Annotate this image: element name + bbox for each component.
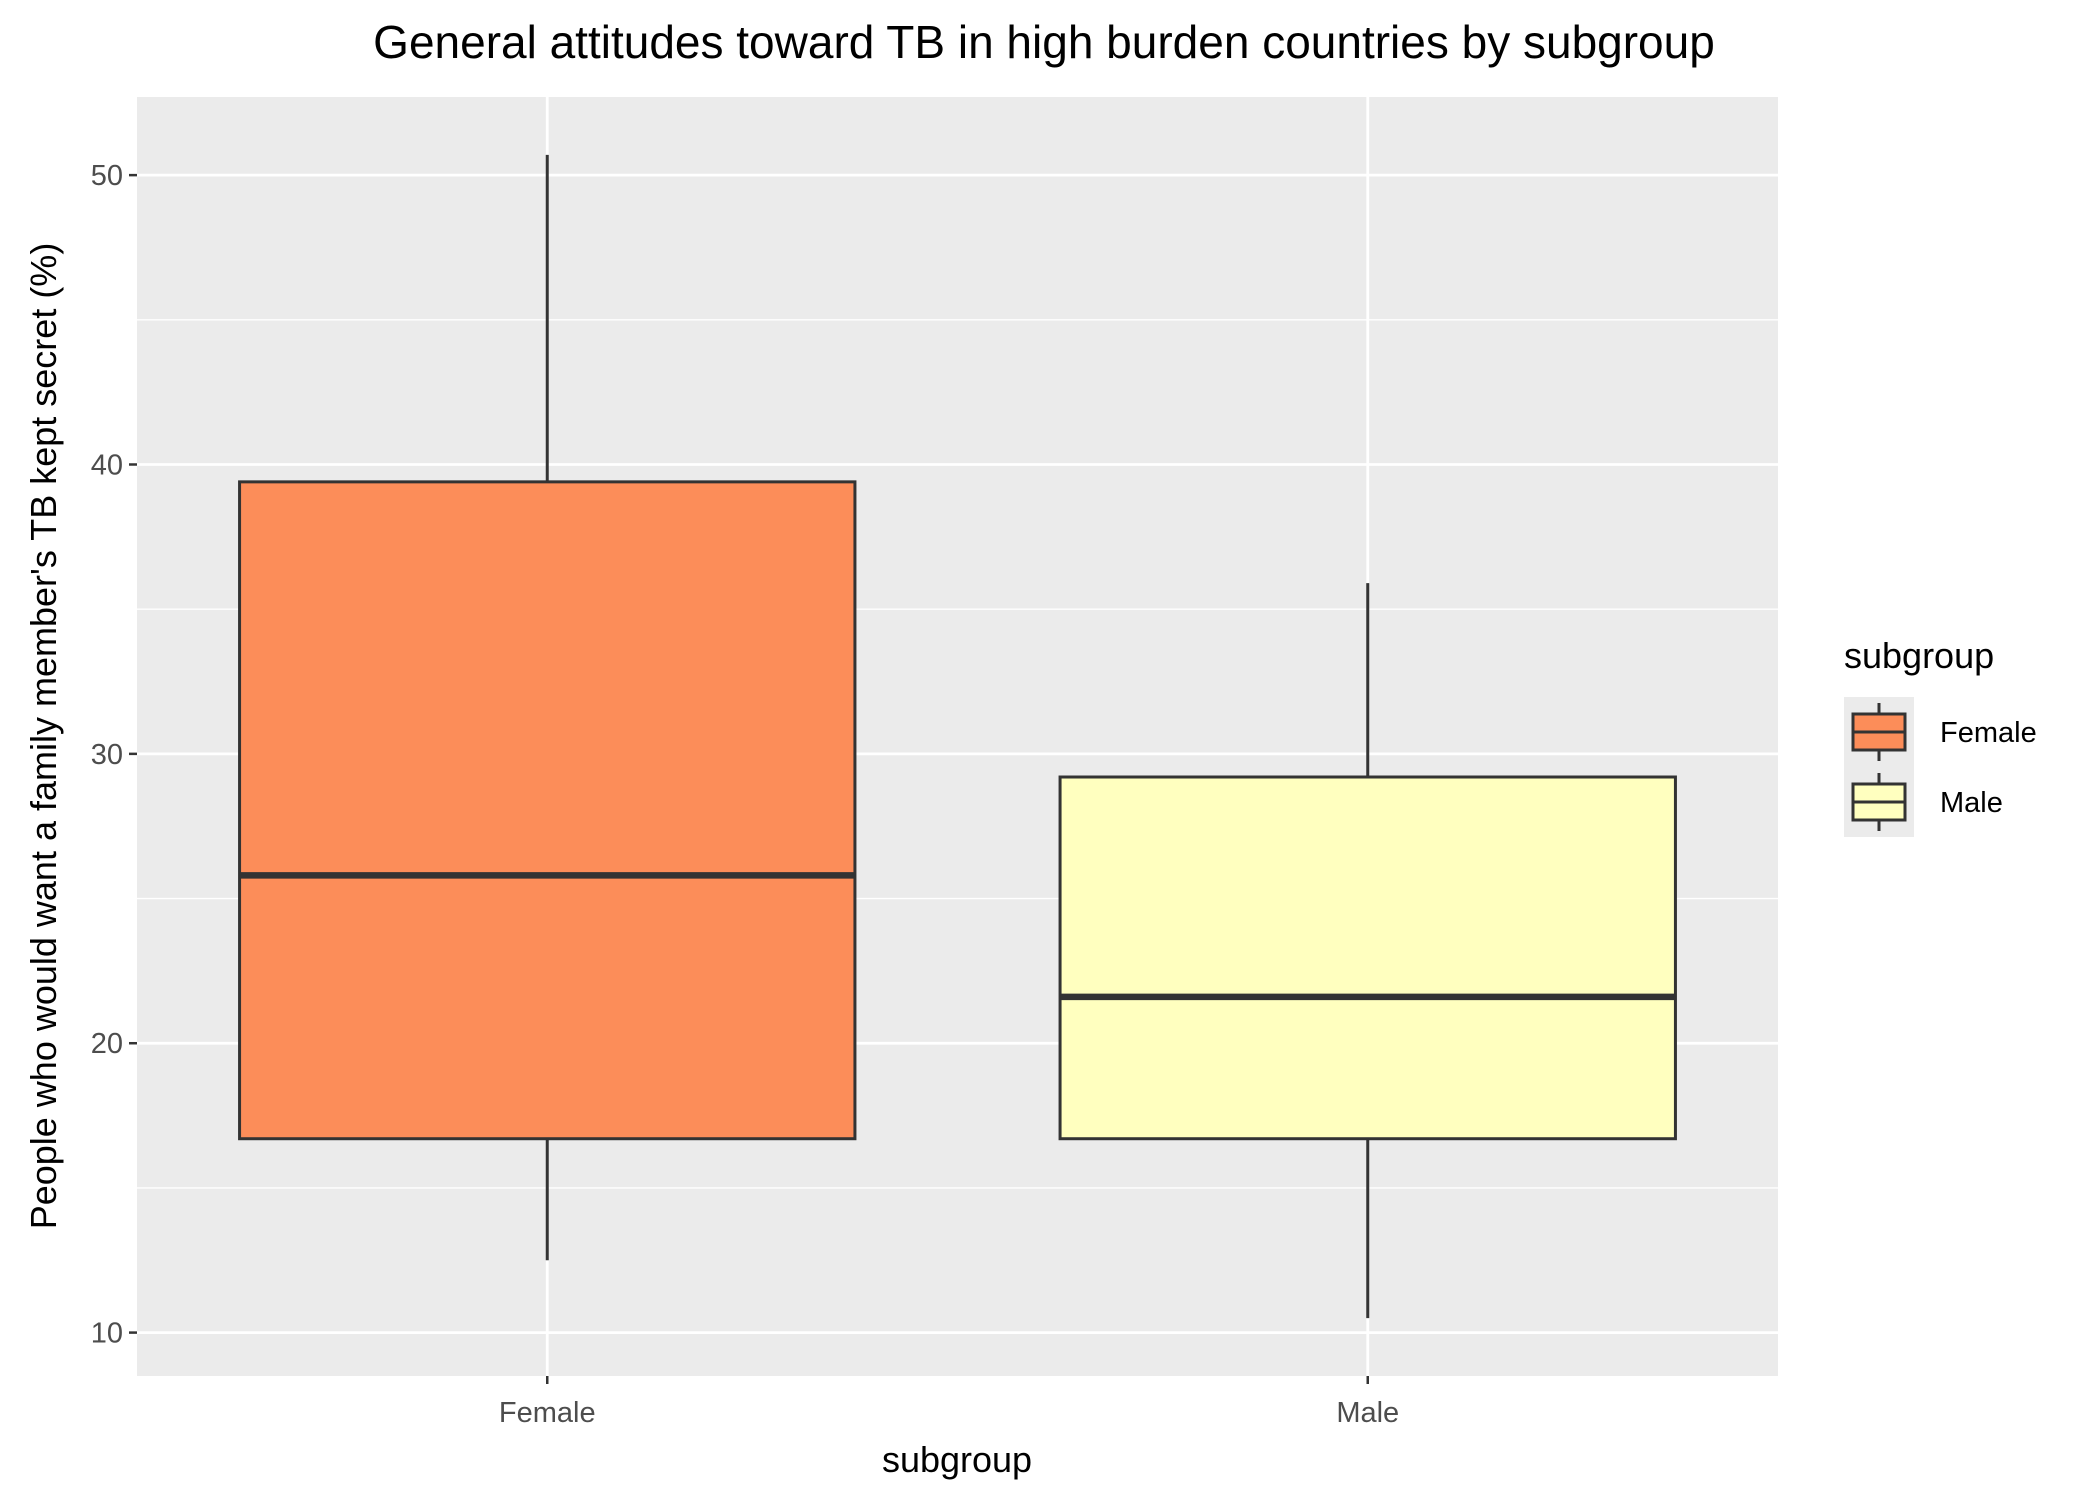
box-male — [1058, 583, 1677, 1319]
legend: subgroup Female Male — [1844, 635, 2037, 837]
legend-key-male: Male — [1844, 767, 2003, 837]
y-tick-label: 50 — [91, 160, 123, 192]
y-tick-label: 30 — [91, 739, 123, 771]
x-axis-title: subgroup — [882, 1439, 1032, 1480]
iqr-box — [1058, 775, 1677, 1141]
legend-label: Female — [1940, 717, 2037, 749]
box-female — [238, 154, 857, 1261]
y-tick-label: 10 — [91, 1318, 123, 1350]
x-axis: Female Male — [499, 1376, 1399, 1429]
legend-key-female: Female — [1844, 697, 2037, 767]
chart-title: General attitudes toward TB in high burd… — [373, 16, 1715, 68]
iqr-box — [238, 480, 857, 1141]
y-tick-label: 20 — [91, 1028, 123, 1060]
legend-title: subgroup — [1844, 635, 1994, 676]
y-axis-title: People who would want a family member's … — [23, 243, 64, 1230]
x-tick-label: Male — [1336, 1397, 1399, 1429]
box-layer — [238, 154, 1677, 1319]
legend-label: Male — [1940, 787, 2003, 819]
y-tick-label: 40 — [91, 449, 123, 481]
y-axis: 10 20 30 40 50 — [91, 160, 137, 1350]
x-tick-label: Female — [499, 1397, 596, 1429]
